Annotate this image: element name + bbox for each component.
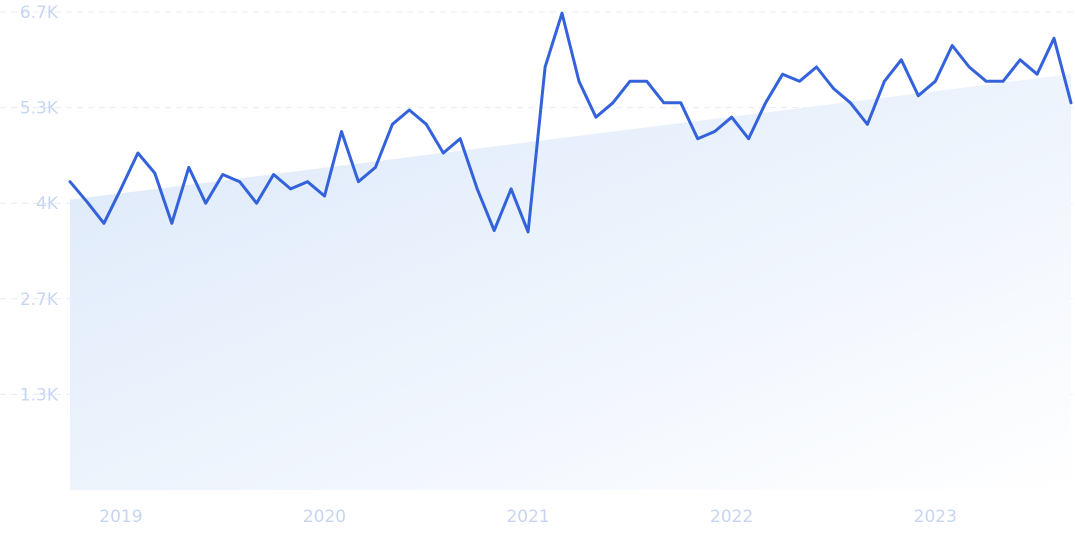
data-point	[866, 123, 869, 126]
x-tick-label: 2020	[303, 507, 346, 527]
data-point	[1052, 37, 1056, 40]
data-point	[170, 222, 173, 225]
data-point	[509, 187, 513, 191]
data-point	[900, 58, 903, 62]
data-point	[798, 80, 801, 83]
data-point	[645, 80, 649, 83]
x-tick-label: 2021	[506, 507, 549, 527]
data-point	[611, 101, 615, 105]
y-tick-label: 5.3K	[20, 99, 59, 119]
data-point	[577, 80, 581, 83]
data-point	[492, 229, 496, 232]
data-point	[204, 202, 207, 205]
data-point	[374, 166, 377, 169]
data-point	[85, 200, 89, 203]
data-point	[1069, 101, 1073, 105]
data-point	[187, 166, 190, 169]
data-point	[730, 115, 733, 119]
data-point	[289, 187, 292, 191]
data-point	[357, 180, 360, 183]
data-point	[526, 230, 530, 234]
data-point	[883, 80, 886, 83]
data-point	[1001, 80, 1005, 83]
data-point	[136, 151, 140, 155]
x-tick-label: 2022	[710, 507, 753, 527]
data-point	[153, 171, 157, 175]
x-tick-label: 2023	[914, 507, 957, 527]
data-point	[119, 187, 123, 191]
data-point	[323, 194, 326, 198]
data-point	[696, 137, 699, 140]
data-point	[968, 65, 971, 69]
y-tick-label: 1.3K	[20, 385, 59, 405]
data-point	[662, 101, 666, 105]
data-point	[849, 101, 852, 105]
trend-area	[70, 74, 1071, 490]
data-point	[1018, 58, 1022, 62]
data-point	[255, 202, 258, 205]
data-point	[340, 130, 343, 133]
data-point	[238, 180, 241, 183]
y-axis-ticks: 1.3K 2.7K 4K 5.3K 6.7K	[20, 3, 59, 405]
data-points	[68, 12, 1073, 234]
trend-area-fill	[70, 74, 1071, 490]
data-point	[917, 94, 920, 97]
y-tick-label: 4K	[36, 194, 59, 214]
data-point	[543, 65, 547, 69]
y-tick-label: 6.7K	[20, 3, 59, 23]
data-point	[408, 108, 411, 112]
x-axis-ticks: 2019 2020 2021 2022 2023	[99, 507, 957, 527]
data-point	[781, 72, 784, 76]
data-point	[306, 180, 309, 183]
data-point	[747, 137, 750, 140]
data-point	[594, 115, 598, 119]
data-point	[391, 123, 394, 126]
data-point	[475, 187, 479, 191]
data-point	[934, 80, 937, 83]
data-point	[832, 87, 835, 90]
data-point	[560, 12, 564, 15]
data-point	[951, 44, 954, 47]
data-point	[102, 222, 106, 225]
data-point	[221, 173, 224, 176]
data-point	[442, 151, 445, 155]
data-point	[679, 101, 682, 105]
x-tick-label: 2019	[99, 507, 142, 527]
series-line-layer	[68, 11, 1073, 234]
data-point	[713, 130, 716, 133]
data-point	[1035, 72, 1039, 76]
data-point	[764, 101, 767, 105]
data-point	[628, 80, 632, 83]
series-line	[68, 11, 1073, 234]
data-point	[984, 80, 988, 83]
data-point	[68, 180, 72, 183]
data-point	[425, 123, 428, 126]
data-point	[815, 65, 818, 69]
y-tick-label: 2.7K	[20, 290, 59, 310]
data-point	[459, 137, 462, 140]
data-point	[272, 173, 275, 176]
